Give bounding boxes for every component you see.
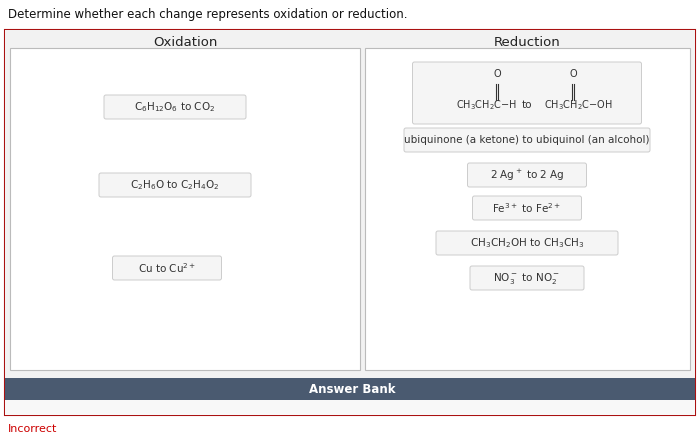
- FancyBboxPatch shape: [99, 173, 251, 197]
- FancyBboxPatch shape: [5, 30, 695, 415]
- FancyBboxPatch shape: [412, 62, 641, 124]
- Text: Oxidation: Oxidation: [153, 36, 217, 49]
- FancyBboxPatch shape: [5, 400, 695, 415]
- Text: Incorrect: Incorrect: [8, 424, 57, 434]
- Text: C$_6$H$_{12}$O$_6$ to CO$_2$: C$_6$H$_{12}$O$_6$ to CO$_2$: [134, 100, 216, 114]
- FancyBboxPatch shape: [468, 163, 587, 187]
- FancyBboxPatch shape: [10, 48, 360, 370]
- FancyBboxPatch shape: [470, 266, 584, 290]
- Text: Cu to Cu$^{2+}$: Cu to Cu$^{2+}$: [138, 261, 196, 275]
- FancyBboxPatch shape: [436, 231, 618, 255]
- Text: Answer Bank: Answer Bank: [309, 382, 395, 395]
- Text: ubiquinone (a ketone) to ubiquinol (an alcohol): ubiquinone (a ketone) to ubiquinol (an a…: [405, 135, 650, 145]
- FancyBboxPatch shape: [365, 48, 690, 370]
- FancyBboxPatch shape: [5, 30, 695, 378]
- FancyBboxPatch shape: [113, 256, 221, 280]
- Text: Determine whether each change represents oxidation or reduction.: Determine whether each change represents…: [8, 8, 407, 21]
- Text: CH$_3$CH$_2$C$-$OH: CH$_3$CH$_2$C$-$OH: [544, 98, 612, 112]
- Text: Reduction: Reduction: [494, 36, 561, 49]
- Text: Fe$^{3+}$ to Fe$^{2+}$: Fe$^{3+}$ to Fe$^{2+}$: [492, 201, 561, 215]
- Text: CH$_3$CH$_2$OH to CH$_3$CH$_3$: CH$_3$CH$_2$OH to CH$_3$CH$_3$: [470, 236, 584, 250]
- Text: NO$_3^-$ to NO$_2^-$: NO$_3^-$ to NO$_2^-$: [494, 270, 561, 286]
- Text: C$_2$H$_6$O to C$_2$H$_4$O$_2$: C$_2$H$_6$O to C$_2$H$_4$O$_2$: [130, 178, 220, 192]
- Text: O: O: [569, 69, 577, 79]
- Text: O: O: [494, 69, 500, 79]
- FancyBboxPatch shape: [473, 196, 582, 220]
- FancyBboxPatch shape: [104, 95, 246, 119]
- FancyBboxPatch shape: [404, 128, 650, 152]
- FancyBboxPatch shape: [5, 378, 695, 400]
- Text: to: to: [522, 100, 532, 110]
- Text: 2 Ag$^+$ to 2 Ag: 2 Ag$^+$ to 2 Ag: [490, 167, 564, 183]
- Text: CH$_3$CH$_2$C$-$H: CH$_3$CH$_2$C$-$H: [456, 98, 517, 112]
